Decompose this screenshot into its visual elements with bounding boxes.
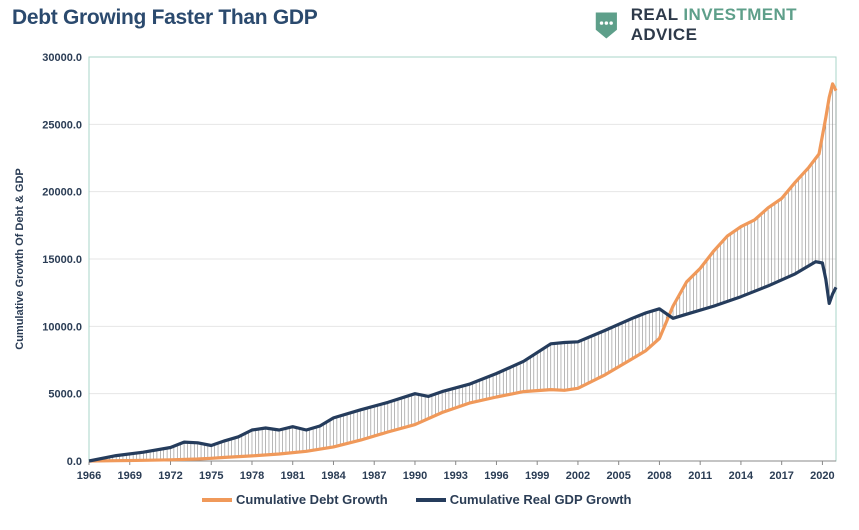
series-line-debt bbox=[88, 82, 838, 463]
legend-swatch-gdp bbox=[415, 497, 446, 502]
legend-label-gdp: Cumulative Real GDP Growth bbox=[449, 492, 632, 507]
x-tick-label: 1996 bbox=[484, 470, 508, 482]
chart-title: Debt Growing Faster Than GDP bbox=[12, 6, 318, 29]
brand-word-advice: ADVICE bbox=[630, 25, 698, 44]
x-tick-label: 1999 bbox=[525, 470, 549, 482]
x-tick-label: 1978 bbox=[240, 470, 264, 482]
x-tick-label: 2002 bbox=[566, 470, 590, 482]
legend-label-debt: Cumulative Debt Growth bbox=[236, 492, 388, 507]
brand-word-investment: INVESTMENT bbox=[683, 5, 797, 24]
x-tick-label: 2014 bbox=[729, 470, 754, 482]
series-line-gdp bbox=[88, 260, 838, 463]
legend-item-gdp: Cumulative Real GDP Growth bbox=[415, 492, 632, 507]
y-tick-label: 10000.0 bbox=[42, 321, 82, 333]
y-tick-label: 5000.0 bbox=[48, 389, 82, 401]
x-tick-label: 1975 bbox=[199, 470, 223, 482]
y-axis-label: Cumulative Growth Of Debt & GDP bbox=[14, 168, 26, 350]
x-tick-label: 2008 bbox=[647, 470, 671, 482]
brand-word-real: REAL bbox=[630, 5, 679, 24]
x-tick-label: 1993 bbox=[443, 470, 467, 482]
y-tick-label: 15000.0 bbox=[42, 254, 82, 266]
y-tick-label: 30000.0 bbox=[42, 52, 82, 64]
x-tick-label: 1981 bbox=[280, 470, 304, 482]
x-tick-label: 2020 bbox=[810, 470, 834, 482]
x-tick-label: 1972 bbox=[158, 470, 182, 482]
brand-logo: REAL INVESTMENT ADVICE bbox=[590, 5, 859, 44]
x-tick-label: 1984 bbox=[321, 470, 346, 482]
chart-legend: Cumulative Debt Growth Cumulative Real G… bbox=[202, 492, 659, 507]
x-tick-label: 2011 bbox=[688, 470, 712, 482]
y-tick-label: 20000.0 bbox=[42, 187, 82, 199]
x-tick-label: 1966 bbox=[77, 470, 101, 482]
x-tick-label: 1969 bbox=[118, 470, 142, 482]
legend-swatch-debt bbox=[202, 497, 232, 502]
legend-item-debt: Cumulative Debt Growth bbox=[202, 492, 388, 507]
y-tick-label: 0.0 bbox=[67, 456, 82, 468]
y-tick-label: 25000.0 bbox=[42, 119, 82, 131]
x-tick-label: 1990 bbox=[403, 470, 427, 482]
x-tick-label: 2005 bbox=[606, 470, 630, 482]
chart-logo-icon bbox=[595, 12, 617, 39]
x-tick-label: 2017 bbox=[769, 470, 793, 482]
x-tick-label: 1987 bbox=[362, 470, 386, 482]
